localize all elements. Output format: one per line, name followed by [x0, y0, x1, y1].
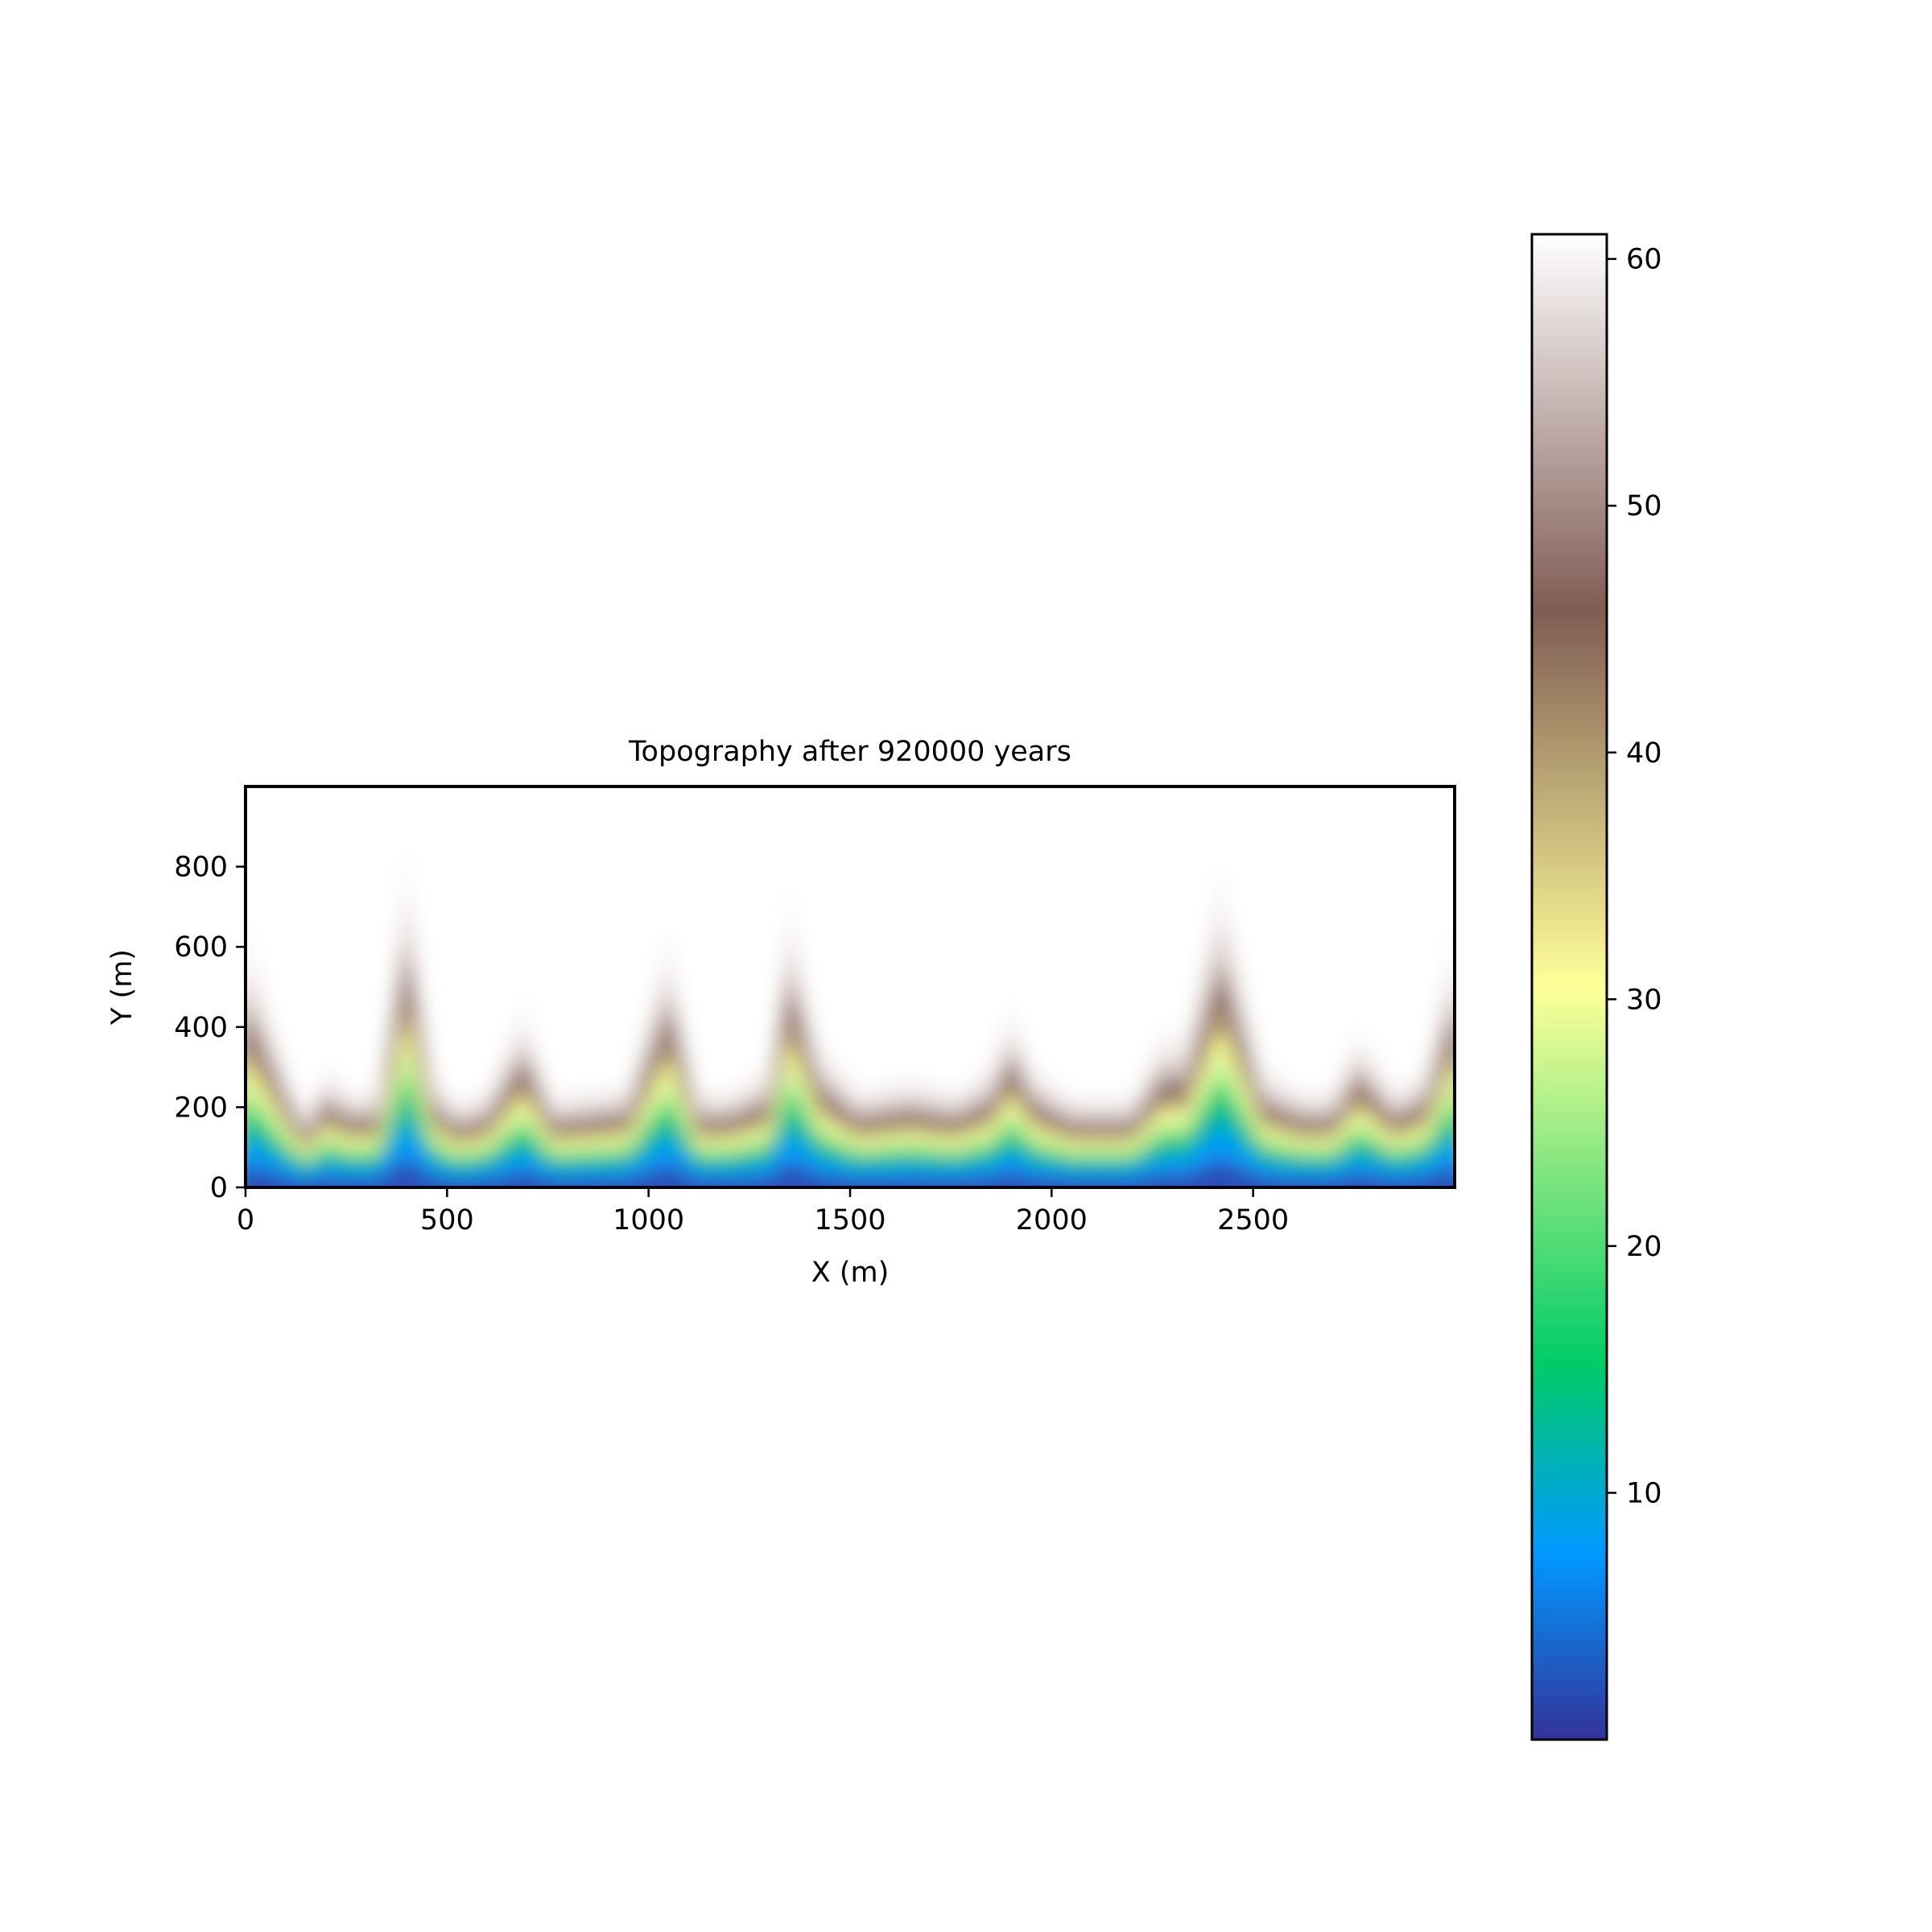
elevation-bands — [246, 845, 1455, 1187]
band-blue — [246, 1125, 1455, 1187]
x-tick-label: 0 — [237, 1204, 254, 1236]
x-tick-label: 1500 — [814, 1204, 886, 1236]
y-axis-ticks: 0 200 400 600 800 — [174, 852, 246, 1204]
colorbar-tick-label: 20 — [1626, 1231, 1662, 1263]
colorbar-tick-label: 40 — [1626, 737, 1662, 770]
colorbar-tick-label: 10 — [1626, 1477, 1662, 1509]
y-tick-label: 400 — [174, 1012, 228, 1044]
y-tick-label: 0 — [210, 1172, 228, 1204]
colorbar-tick-label: 30 — [1626, 984, 1662, 1016]
heatmap-image — [246, 786, 1455, 1187]
colorbar-tick-label: 60 — [1626, 244, 1662, 276]
x-tick-label: 2500 — [1217, 1204, 1289, 1236]
y-tick-label: 200 — [174, 1092, 228, 1124]
x-tick-label: 1000 — [613, 1204, 684, 1236]
colorbar — [1530, 233, 1608, 1741]
y-tick-label: 800 — [174, 852, 228, 884]
y-axis-label: Y (m) — [106, 949, 138, 1026]
colorbar-tick-label: 50 — [1626, 490, 1662, 522]
x-tick-label: 500 — [420, 1204, 474, 1236]
band-deep-blue — [246, 1156, 1455, 1187]
y-tick-label: 600 — [174, 931, 228, 964]
x-axis-label: X (m) — [811, 1257, 890, 1289]
x-axis-ticks: 0 500 1000 1500 2000 2500 — [237, 1187, 1289, 1236]
x-tick-label: 2000 — [1016, 1204, 1088, 1236]
chart-title: Topography after 920000 years — [628, 736, 1071, 768]
colorbar-ticks: 10 20 30 40 50 60 — [1607, 244, 1662, 1509]
